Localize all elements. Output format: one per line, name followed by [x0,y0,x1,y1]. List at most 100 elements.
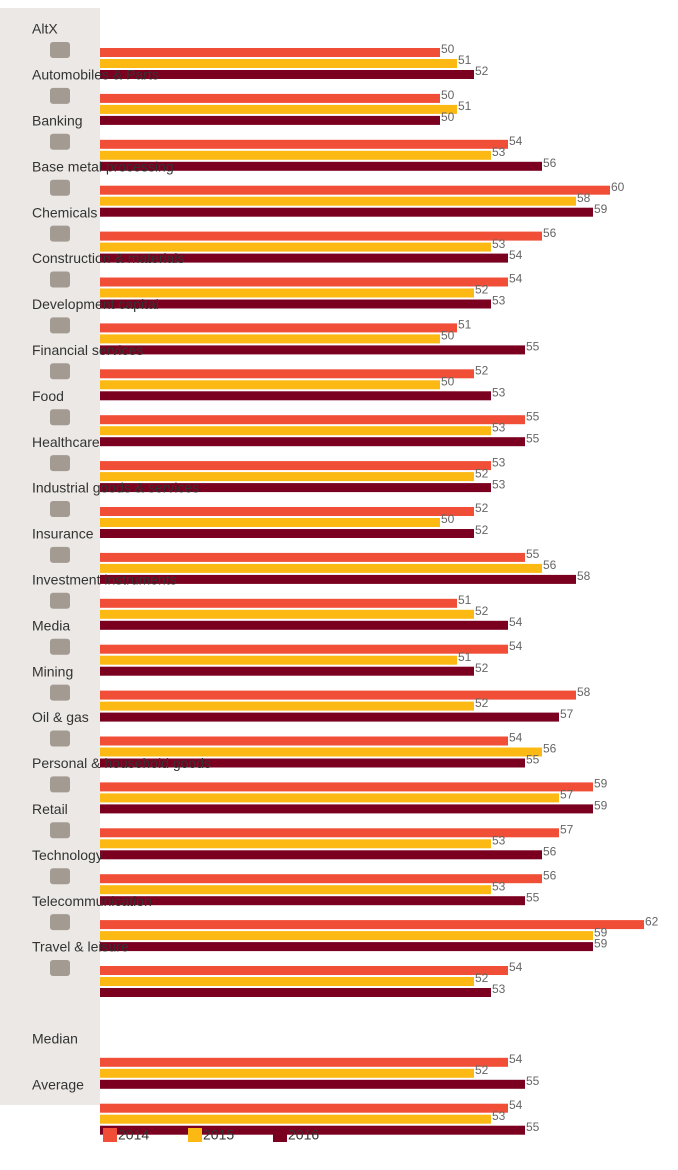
category-icon [50,133,70,150]
bar [100,1103,508,1113]
bar [100,839,491,849]
bar [100,299,491,309]
value-label: 54 [509,639,523,653]
value-label: 58 [577,569,591,583]
value-label: 52 [475,696,489,710]
bar [100,552,525,562]
bar [100,598,457,608]
category-icon [50,684,70,701]
value-label: 54 [509,960,523,974]
category-label: Travel & leisure [32,939,129,955]
category-icon [50,638,70,655]
category-label: Investment instruments [32,572,177,588]
bar [100,369,474,379]
legend-swatch [103,1128,117,1142]
value-label: 52 [475,971,489,985]
value-label: 51 [458,593,472,607]
value-label: 54 [509,1098,523,1112]
value-label: 50 [441,110,455,124]
value-label: 51 [458,99,472,113]
value-label: 58 [577,191,591,205]
category-icon [50,868,70,885]
value-label: 53 [492,879,506,893]
category-label: Food [32,388,64,404]
bar [100,507,474,516]
category-label: Insurance [32,526,94,542]
value-label: 59 [594,777,608,791]
value-label: 53 [492,1109,506,1123]
category-label: Technology [32,847,103,863]
category-icon [50,822,70,839]
value-label: 53 [492,982,506,996]
bar [100,231,542,241]
bar [100,988,491,997]
bar [100,185,610,195]
bar [100,426,491,436]
value-label: 50 [441,512,455,526]
bar [100,150,491,160]
bar [100,139,508,149]
bar [100,115,440,125]
value-label: 56 [543,742,557,756]
category-label: Median [32,1031,78,1047]
category-label: Industrial goods & services [32,480,199,496]
bar [100,966,508,975]
bar [100,59,457,68]
bar [100,196,576,206]
bar [100,518,440,527]
category-label: Oil & gas [32,709,89,725]
legend-label: 2016 [288,1127,319,1143]
bar [100,1125,525,1135]
bar [100,461,491,471]
bar [100,850,542,860]
value-label: 50 [441,42,455,56]
category-icon [50,960,70,976]
bar [100,758,525,768]
bar [100,931,593,941]
bar [100,1057,508,1067]
value-label: 55 [526,890,540,904]
category-icon [50,914,70,931]
value-label: 59 [594,202,608,216]
legend-label: 2015 [203,1127,234,1143]
category-label: AltX [32,21,58,37]
value-label: 53 [492,294,506,308]
category-label: Average [32,1076,84,1092]
bar [100,896,525,906]
bar [100,747,542,757]
bar [100,483,491,493]
value-label: 53 [492,237,506,251]
value-label: 51 [458,318,472,332]
category-label: Chemicals [32,204,97,220]
category-icon [50,87,70,104]
category-icon [50,225,70,242]
value-label: 50 [441,329,455,343]
value-label: 52 [475,363,489,377]
value-label: 56 [543,844,557,858]
category-label: Automobiles & Parts [32,67,159,83]
category-label: Development capital [32,296,159,312]
category-icon [50,776,70,793]
bar [100,609,474,619]
category-label: Retail [32,801,68,817]
category-icon [50,363,70,380]
value-label: 52 [475,64,489,78]
bar [100,391,491,401]
bar [100,48,440,57]
bar [100,977,474,986]
value-label: 55 [526,753,540,767]
value-label: 55 [526,340,540,354]
value-label: 54 [509,731,523,745]
bar [100,161,542,171]
legend-label: 2014 [118,1127,149,1143]
bar [100,655,457,665]
category-icon [50,455,70,472]
bar [100,472,474,482]
value-label: 54 [509,272,523,286]
bar [100,874,542,884]
value-label: 53 [492,145,506,159]
category-icon [50,317,70,334]
value-label: 59 [594,799,608,813]
bar [100,242,491,252]
bar [100,920,644,930]
